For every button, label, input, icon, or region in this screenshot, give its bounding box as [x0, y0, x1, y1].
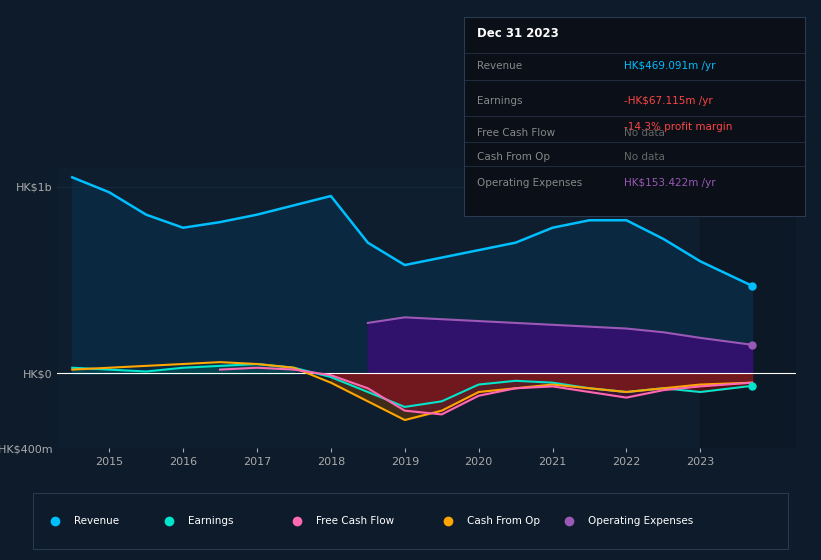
- Text: Earnings: Earnings: [188, 516, 233, 526]
- Text: Revenue: Revenue: [75, 516, 120, 526]
- Text: Earnings: Earnings: [478, 96, 523, 106]
- Text: Cash From Op: Cash From Op: [467, 516, 540, 526]
- Text: Cash From Op: Cash From Op: [478, 152, 551, 162]
- Text: HK$469.091m /yr: HK$469.091m /yr: [624, 60, 715, 71]
- Text: No data: No data: [624, 152, 665, 162]
- Bar: [700, 168, 796, 448]
- Text: Revenue: Revenue: [478, 60, 523, 71]
- Text: Free Cash Flow: Free Cash Flow: [478, 128, 556, 138]
- Text: Dec 31 2023: Dec 31 2023: [478, 27, 559, 40]
- Text: HK$153.422m /yr: HK$153.422m /yr: [624, 178, 716, 188]
- Text: -HK$67.115m /yr: -HK$67.115m /yr: [624, 96, 713, 106]
- Text: Operating Expenses: Operating Expenses: [588, 516, 693, 526]
- Text: Operating Expenses: Operating Expenses: [478, 178, 583, 188]
- Text: -14.3% profit margin: -14.3% profit margin: [624, 122, 732, 132]
- Text: No data: No data: [624, 128, 665, 138]
- Text: Free Cash Flow: Free Cash Flow: [316, 516, 394, 526]
